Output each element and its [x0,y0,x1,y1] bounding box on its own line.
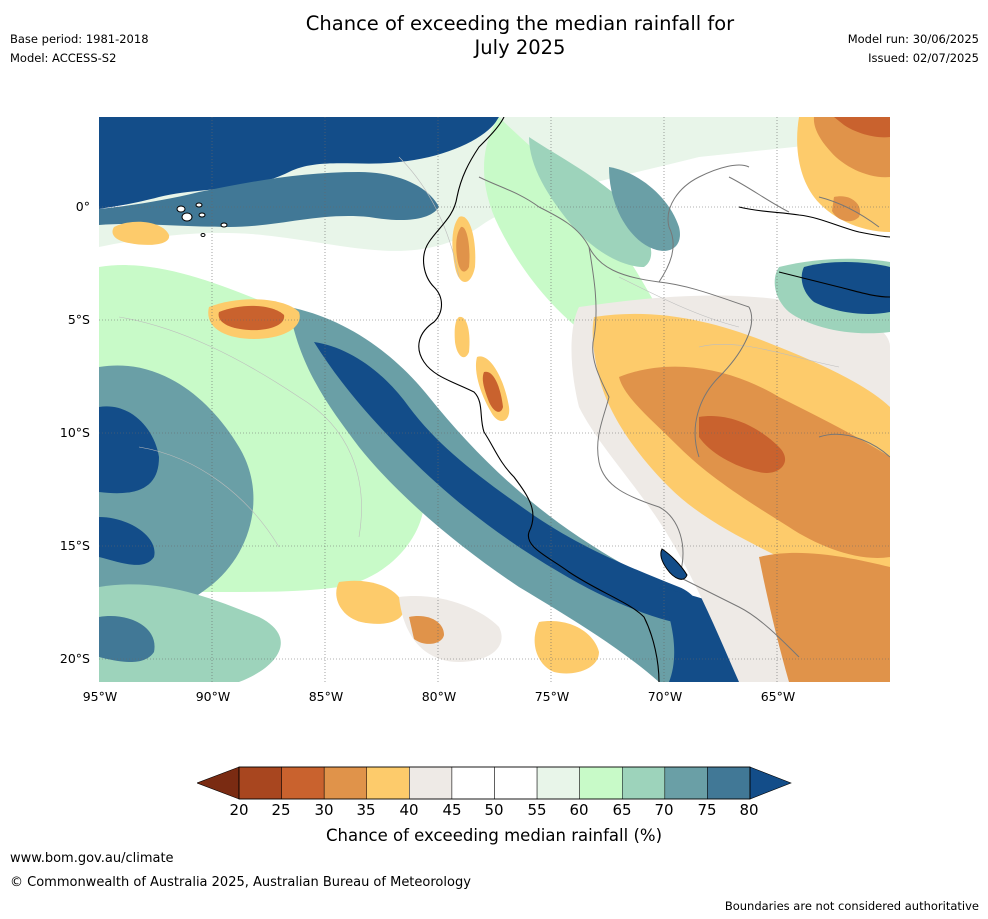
field-ne-orange-spot [832,196,861,222]
lat-label-10s: 10°S [59,425,90,440]
lon-label-65w: 65°W [760,689,796,704]
colorbar-tick-55: 55 [527,801,547,819]
lat-label-15s: 15°S [59,538,90,553]
colorbar-tick-20: 20 [229,801,249,819]
field-offshore-orange-nw [112,221,170,245]
colorbar-tick-50: 50 [484,801,504,819]
field-ocean-blue-west-2 [99,517,155,565]
lake-titicaca [660,548,688,580]
colorbar-segment [664,766,708,800]
country-borders [478,164,890,658]
colorbar-arrow-high [749,766,792,800]
colorbar-segment [366,766,410,800]
colorbar-segment [323,766,367,800]
lat-label-0: 0° [75,199,90,214]
colorbar-segment [707,766,751,800]
run-info: Model run: 30/06/2025 Issued: 02/07/2025 [848,30,979,68]
lon-label-85w: 85°W [308,689,344,704]
lon-label-75w: 75°W [534,689,570,704]
field-offshore-yellow-s [336,580,405,624]
colorbar-tick-80: 80 [739,801,759,819]
lon-label-90w: 90°W [195,689,231,704]
footer-note: Boundaries are not considered authoritat… [724,899,979,913]
colorbar-segment [536,766,580,800]
field-north-pacific-blue [99,117,499,209]
field-east-darkorange [699,416,786,473]
coastline [418,117,890,682]
map-gridlines [99,117,890,682]
model-text: Model: ACCESS-S2 [10,51,117,65]
colorbar-segment [622,766,666,800]
field-amazon-blue [801,262,890,314]
model-info: Base period: 1981-2018 Model: ACCESS-S2 [10,30,149,68]
issued-text: Issued: 02/07/2025 [868,51,979,65]
field-andes-orange-5 [454,316,470,358]
field-ne-darkorange [834,117,890,138]
colorbar-tick-70: 70 [654,801,674,819]
field-ocean-blue-west [99,406,159,494]
field-offshore-orange-s [409,616,444,644]
field-ocean-blue-sw [99,616,155,662]
footer-url: www.bom.gov.au/climate [10,851,174,866]
colorbar-tick-75: 75 [697,801,717,819]
colorbar-graphic [196,766,792,800]
colorbar-arrow-low [196,766,240,800]
colorbar-tick-25: 25 [271,801,291,819]
colorbar-segment [409,766,453,800]
base-period-text: Base period: 1981-2018 [10,32,149,46]
colorbar-tick-60: 60 [569,801,589,819]
field-offshore-orange-w [218,305,285,331]
lon-label-70w: 70°W [647,689,683,704]
field-north-central-teal [529,137,652,267]
colorbar-segment [238,766,282,800]
field-north-central-blue [609,167,680,251]
field-offshore-cream-s [399,596,502,662]
colorbar-tick-40: 40 [399,801,419,819]
rainfall-map-canvas [99,117,890,682]
lon-label-80w: 80°W [421,689,457,704]
field-andes-orange-2 [456,226,470,272]
colorbar-segment [451,766,495,800]
colorbar-segments [238,766,751,800]
colorbar-tick-65: 65 [612,801,632,819]
colorbar-tick-30: 30 [314,801,334,819]
map-title: Chance of exceeding the median rainfall … [200,12,840,60]
rainfall-map [99,117,890,682]
model-run-text: Model run: 30/06/2025 [847,32,979,46]
map-title-line2: July 2025 [474,36,566,59]
field-andes-orange-4 [482,371,503,412]
colorbar [196,766,793,804]
lat-label-5s: 5°S [67,312,90,327]
colorbar-segment [281,766,325,800]
lat-label-20s: 20°S [59,651,90,666]
colorbar-segment [579,766,623,800]
colorbar-tick-35: 35 [356,801,376,819]
galapagos-islands [176,202,228,237]
colorbar-label: Chance of exceeding median rainfall (%) [325,826,663,845]
lon-label-95w: 95°W [82,689,118,704]
map-title-line1: Chance of exceeding the median rainfall … [305,12,735,35]
footer-copyright: © Commonwealth of Australia 2025, Austra… [10,875,471,890]
contour-lines [118,156,840,548]
colorbar-segment [494,766,538,800]
colorbar-tick-45: 45 [442,801,462,819]
field-coastal-darkblue-band [314,342,703,627]
